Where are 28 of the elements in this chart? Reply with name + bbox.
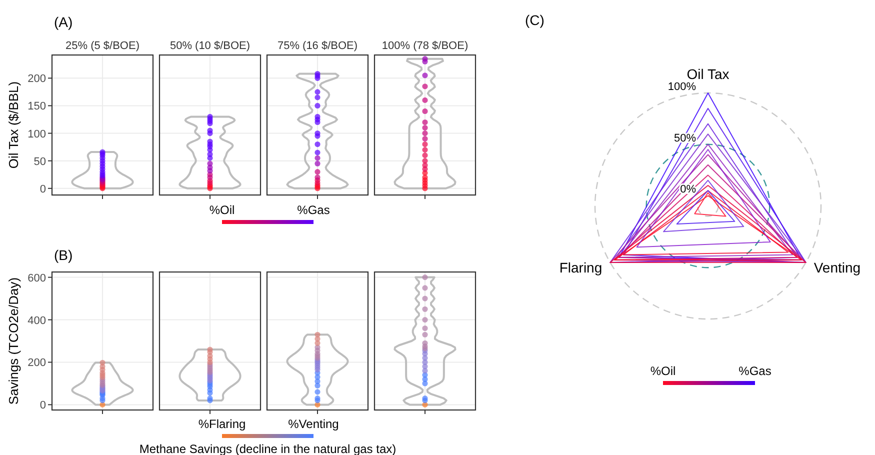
y-tick-label: 0 bbox=[40, 183, 46, 196]
text: (A) bbox=[54, 14, 73, 30]
spoke-label: Oil Tax bbox=[686, 66, 730, 82]
y-axis-title: Oil Tax ($/BBL) bbox=[6, 81, 21, 169]
text: (C) bbox=[525, 12, 544, 28]
y-tick-label: 0 bbox=[40, 400, 46, 412]
text: %Gas bbox=[738, 364, 772, 378]
x-tick-label: 75% (16 $/BOE) bbox=[277, 40, 358, 52]
y-axis-title: Savings (TCO2e/Day) bbox=[6, 277, 21, 405]
text: %Oil bbox=[209, 203, 235, 217]
x-tick-label: 25% (5 $/BOE) bbox=[66, 40, 140, 52]
x-tick-label: 50% (10 $/BOE) bbox=[170, 40, 250, 52]
y-tick-label: 600 bbox=[28, 272, 46, 284]
y-tick-label: 100 bbox=[28, 128, 46, 140]
spoke-label: Flaring bbox=[559, 260, 602, 276]
y-tick-label: 100% bbox=[668, 81, 696, 93]
x-tick-label: 100% (78 $/BOE) bbox=[382, 40, 468, 52]
y-tick-label: 150 bbox=[28, 100, 46, 113]
text: %Gas bbox=[297, 203, 330, 217]
y-tick-label: 200 bbox=[28, 357, 46, 370]
text: %Oil bbox=[650, 364, 676, 378]
text: %Venting bbox=[288, 417, 339, 431]
spoke-label: Venting bbox=[814, 260, 861, 276]
y-tick-label: 200 bbox=[28, 73, 46, 86]
text: (B) bbox=[54, 247, 73, 263]
y-tick-label: 50 bbox=[34, 156, 46, 168]
text: %Flaring bbox=[198, 417, 246, 431]
y-tick-label: 400 bbox=[28, 314, 46, 327]
